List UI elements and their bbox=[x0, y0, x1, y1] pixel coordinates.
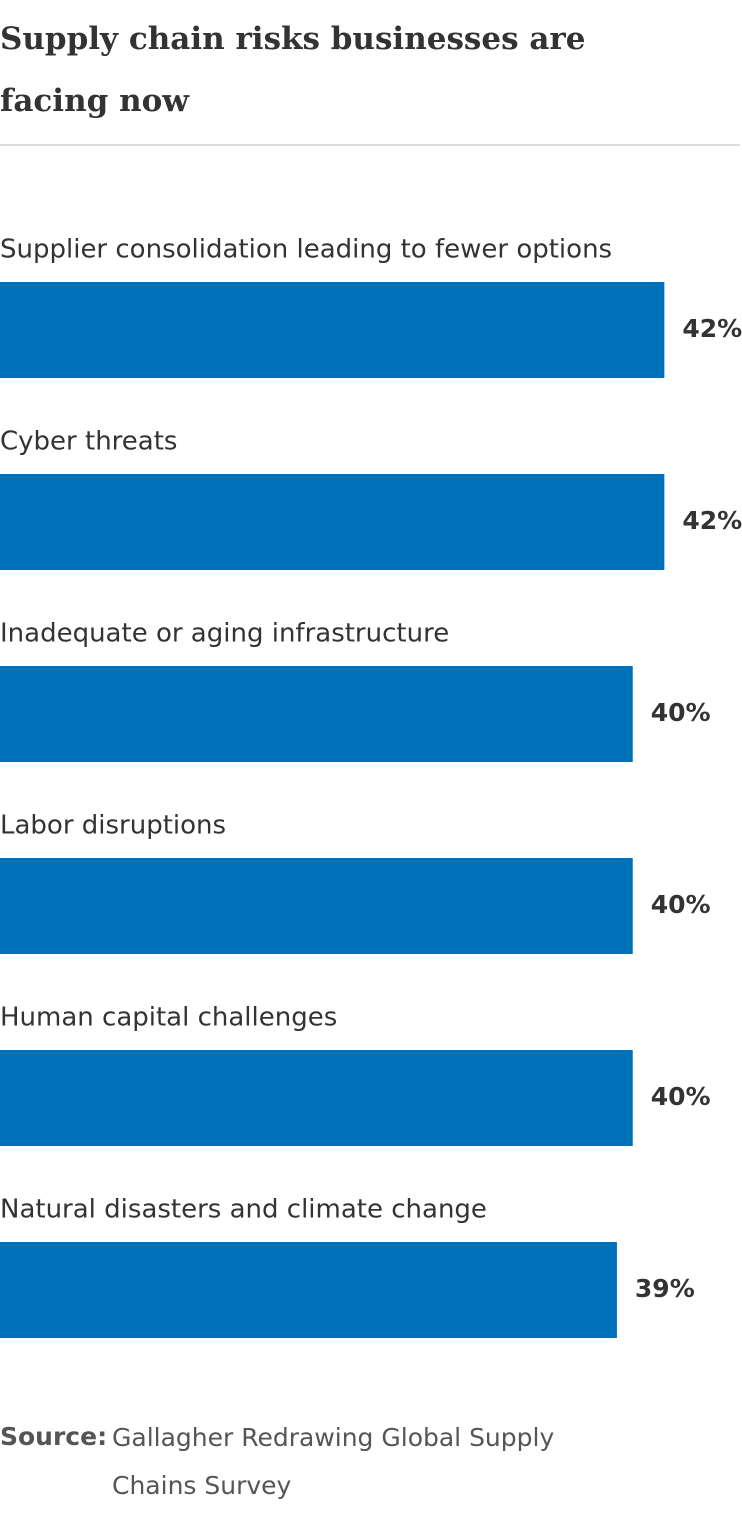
category-label: Natural disasters and climate change bbox=[0, 1195, 487, 1225]
bar bbox=[0, 474, 665, 570]
value-label: 39% bbox=[635, 1274, 695, 1303]
category-label: Labor disruptions bbox=[0, 811, 226, 841]
category-label: Supplier consolidation leading to fewer … bbox=[0, 235, 612, 265]
category-label: Inadequate or aging infrastructure bbox=[0, 619, 449, 649]
category-label: Human capital challenges bbox=[0, 1003, 337, 1033]
bar bbox=[0, 1050, 633, 1146]
bar bbox=[0, 858, 633, 954]
title-rule bbox=[0, 144, 740, 146]
bar bbox=[0, 282, 665, 378]
category-label: Cyber threats bbox=[0, 427, 177, 457]
value-label: 42% bbox=[682, 314, 742, 343]
value-label: 40% bbox=[651, 1082, 711, 1111]
value-label: 40% bbox=[651, 890, 711, 919]
bar bbox=[0, 666, 633, 762]
value-label: 42% bbox=[682, 506, 742, 535]
chart-title: Supply chain risks businesses are facing… bbox=[0, 21, 586, 119]
source-label: Source: bbox=[0, 1422, 108, 1451]
value-label: 40% bbox=[651, 698, 711, 727]
source: Gallagher Redrawing Global Supply Chains… bbox=[112, 1423, 555, 1500]
bar bbox=[0, 1242, 617, 1338]
